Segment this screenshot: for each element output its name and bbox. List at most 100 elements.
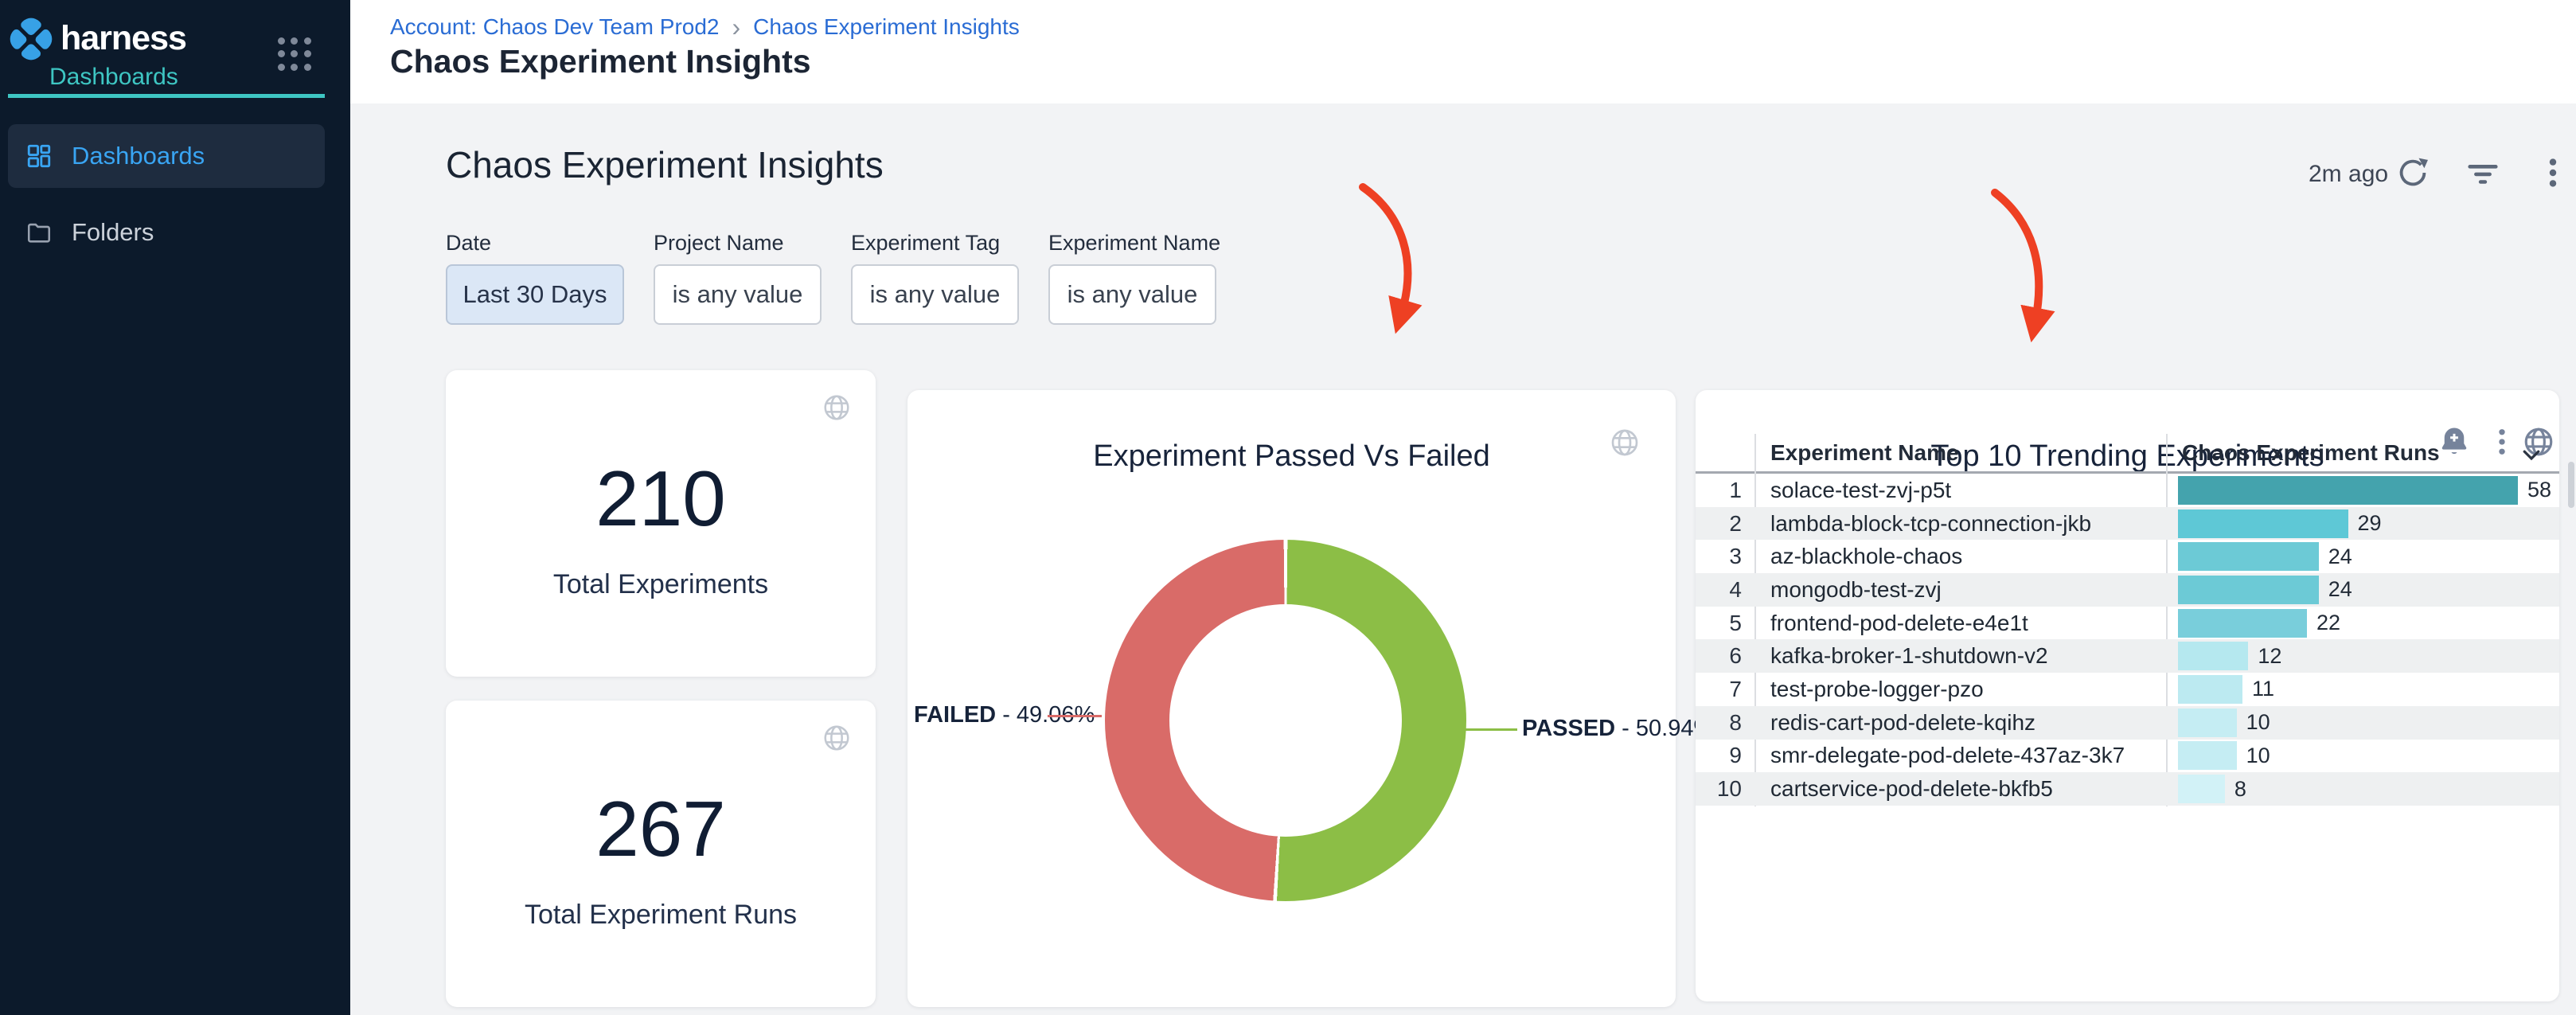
row-rank: 3 [1729, 544, 1742, 569]
experiment-name-cell[interactable]: lambda-block-tcp-connection-jkb [1770, 510, 2092, 536]
runs-bar[interactable] [2178, 642, 2249, 671]
runs-bar[interactable] [2178, 608, 2307, 638]
filter-experiment-name-value[interactable]: is any value [1048, 264, 1216, 325]
filter-label: Date [446, 231, 492, 255]
harness-logo[interactable]: harness [5, 12, 187, 65]
passed-leader-line [1465, 728, 1517, 731]
globe-icon[interactable] [1609, 427, 1641, 459]
breadcrumb-account-link[interactable]: Account: Chaos Dev Team Prod2 [390, 14, 720, 39]
globe-icon[interactable] [822, 723, 852, 753]
table-row[interactable]: 10 cartservice-pod-delete-bkfb5 8 [1696, 772, 2559, 806]
experiment-name-cell[interactable]: redis-cart-pod-delete-kqihz [1770, 709, 2036, 735]
table-body: 1 solace-test-zvj-p5t 58 2 lambda-block-tcp-… [1696, 474, 2559, 806]
row-rank: 5 [1729, 610, 1742, 635]
globe-icon[interactable] [2522, 425, 2555, 459]
breadcrumb-separator-icon: › [732, 13, 741, 41]
dashboards-icon [25, 142, 53, 170]
harness-logo-icon [5, 12, 57, 65]
filter-project-name: Project Name is any value [654, 231, 822, 325]
row-rank: 10 [1716, 776, 1742, 802]
table-row[interactable]: 5 frontend-pod-delete-e4e1t 22 [1696, 607, 2559, 640]
experiment-name-cell[interactable]: solace-test-zvj-p5t [1770, 477, 1952, 502]
runs-bar[interactable] [2178, 674, 2242, 704]
table-row[interactable]: 4 mongodb-test-zvj 24 [1696, 573, 2559, 607]
table-more-menu-icon[interactable] [2485, 425, 2519, 459]
column-header-chaos-experiment-runs[interactable]: Chaos Experiment Runs [2182, 439, 2440, 465]
table-title: Top 10 Trending Experiments [1930, 439, 2324, 473]
experiment-name-cell[interactable]: frontend-pod-delete-e4e1t [1770, 610, 2028, 635]
runs-bar[interactable] [2178, 542, 2319, 572]
sidebar-item-folders[interactable]: Folders [8, 201, 325, 264]
table-row[interactable]: 8 redis-cart-pod-delete-kqihz 10 [1696, 705, 2559, 740]
row-rank: 1 [1729, 477, 1742, 502]
row-rank: 9 [1729, 743, 1742, 768]
table-row[interactable]: 6 kafka-broker-1-shutdown-v2 12 [1696, 639, 2559, 673]
breadcrumb-current-link[interactable]: Chaos Experiment Insights [753, 14, 1020, 39]
folder-icon [25, 219, 53, 246]
dashboard-filters-icon[interactable] [2465, 154, 2501, 191]
runs-value: 24 [2328, 544, 2352, 568]
runs-value: 8 [2234, 776, 2246, 801]
runs-bar[interactable] [2178, 708, 2237, 737]
experiment-name-cell[interactable]: az-blackhole-chaos [1770, 544, 1963, 569]
failed-leader-line [1048, 715, 1102, 717]
experiment-name-cell[interactable]: kafka-broker-1-shutdown-v2 [1770, 643, 2048, 669]
sidebar-item-dashboards[interactable]: Dashboards [8, 124, 325, 188]
runs-value: 10 [2246, 710, 2270, 735]
runs-bar[interactable] [2178, 741, 2237, 771]
experiment-name-cell[interactable]: test-probe-logger-pzo [1770, 676, 1984, 701]
runs-bar[interactable] [2178, 575, 2319, 604]
experiment-name-cell[interactable]: cartservice-pod-delete-bkfb5 [1770, 776, 2053, 802]
dashboard-title: Chaos Experiment Insights [446, 144, 884, 185]
runs-value: 10 [2246, 743, 2270, 767]
row-rank: 2 [1729, 510, 1742, 536]
apps-grid-icon[interactable] [277, 37, 312, 72]
dashboard-main: Chaos Experiment Insights 2m ago Date La… [350, 103, 2576, 1015]
chart-title: Experiment Passed Vs Failed [1093, 439, 1490, 473]
row-rank: 7 [1729, 676, 1742, 701]
globe-icon[interactable] [822, 392, 852, 423]
filter-experiment-tag-value[interactable]: is any value [851, 264, 1019, 325]
table-row[interactable]: 7 test-probe-logger-pzo 11 [1696, 673, 2559, 706]
experiment-name-cell[interactable]: mongodb-test-zvj [1770, 576, 1942, 602]
passed-label-name: PASSED [1522, 716, 1616, 741]
filter-experiment-tag: Experiment Tag is any value [851, 231, 1019, 325]
stat-label: Total Experiments [552, 569, 769, 599]
filter-date: Date Last 30 Days [446, 231, 624, 325]
module-underline [8, 94, 325, 98]
filter-date-value[interactable]: Last 30 Days [446, 264, 624, 325]
runs-value: 12 [2258, 643, 2282, 668]
row-rank: 6 [1729, 643, 1742, 669]
dashboard-more-menu-icon[interactable] [2535, 154, 2571, 191]
column-header-experiment-name[interactable]: Experiment Name [1770, 439, 1959, 465]
filter-project-name-value[interactable]: is any value [654, 264, 822, 325]
runs-bar-cell: 10 [2166, 741, 2559, 771]
runs-bar-cell: 12 [2166, 642, 2559, 671]
runs-bar-cell: 29 [2166, 509, 2559, 538]
refresh-icon[interactable] [2395, 154, 2431, 191]
runs-bar-cell: 58 [2166, 475, 2559, 505]
scrollbar-thumb[interactable] [2568, 462, 2574, 508]
stat-value: 267 [595, 785, 726, 873]
chevron-down-icon[interactable] [2519, 443, 2543, 467]
column-divider [1754, 434, 1756, 806]
runs-bar[interactable] [2178, 509, 2348, 538]
table-row[interactable]: 1 solace-test-zvj-p5t 58 [1696, 474, 2559, 507]
failed-label-name: FAILED [914, 702, 997, 728]
table-row[interactable]: 2 lambda-block-tcp-connection-jkb 29 [1696, 506, 2559, 541]
experiment-name-cell[interactable]: smr-delegate-pod-delete-437az-3k7 [1770, 743, 2125, 768]
filter-bar: Date Last 30 Days Project Name is any va… [446, 231, 1220, 325]
breadcrumb: Account: Chaos Dev Team Prod2 › Chaos Ex… [390, 14, 1020, 40]
row-rank: 8 [1729, 709, 1742, 735]
runs-bar[interactable] [2178, 775, 2225, 804]
alert-bell-icon[interactable] [2437, 425, 2471, 459]
brand-wordmark: harness [60, 19, 187, 57]
table-row[interactable]: 9 smr-delegate-pod-delete-437az-3k7 10 [1696, 740, 2559, 773]
module-label: Dashboards [49, 64, 178, 90]
runs-bar-cell: 10 [2166, 708, 2559, 737]
total-experiments-card: 210 Total Experiments [446, 370, 876, 677]
last-refreshed-label: 2m ago [2309, 161, 2389, 187]
stat-value: 210 [595, 455, 726, 542]
runs-bar[interactable] [2178, 475, 2518, 505]
table-row[interactable]: 3 az-blackhole-chaos 24 [1696, 540, 2559, 573]
